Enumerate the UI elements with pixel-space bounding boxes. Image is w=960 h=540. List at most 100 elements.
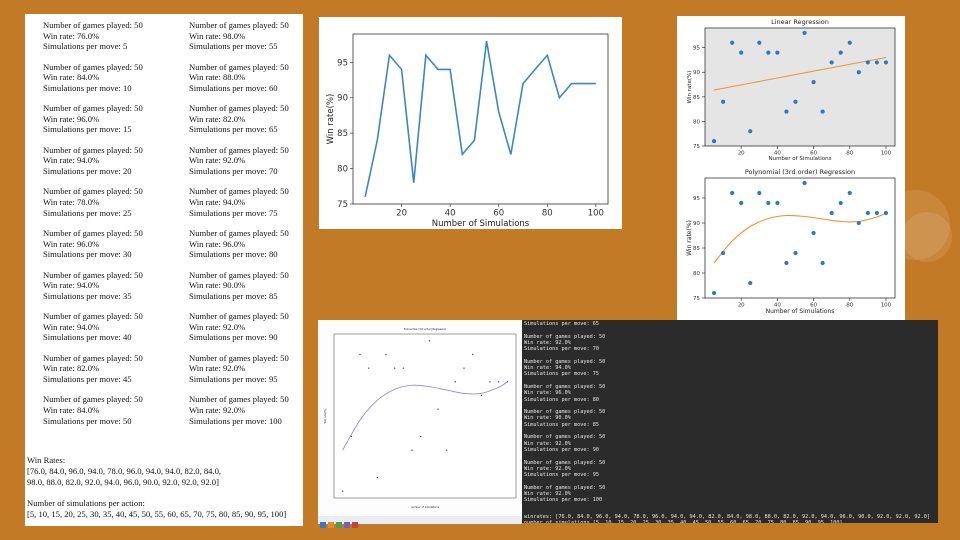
win-rates-line-1: [76.0, 84.0, 96.0, 94.0, 78.0, 96.0, 94.… — [27, 465, 222, 476]
x-axis-label: number of simulations — [411, 505, 440, 509]
result-entry: Number of games played: 50 Win rate: 94.0… — [175, 186, 305, 228]
regression-curve — [342, 381, 508, 451]
line-chart: 20 40 60 80 100 75 80 85 90 95 Number of Simulatio… — [326, 33, 609, 229]
simulations-text: Simulations per move: 90 — [189, 332, 278, 343]
y-tick-label: 75 — [693, 144, 700, 150]
result-entry: Number of games played: 50 Win rate: 96.0… — [175, 228, 305, 270]
simulations-text: Simulations per move: 20 — [43, 165, 132, 176]
simulations-text: Simulations per move: 45 — [43, 373, 132, 384]
win-rate-text: Win rate: 96.0% — [189, 238, 246, 249]
simulations-text: Simulations per move: 50 — [43, 415, 132, 426]
result-entry: Number of games played: 50 Win rate: 92.0… — [175, 394, 305, 436]
terminal-line: Number of games played: 50 — [524, 434, 606, 441]
taskbar-icons — [320, 522, 358, 528]
data-point — [445, 449, 448, 451]
data-point — [865, 210, 870, 216]
x-tick-label: 80 — [846, 303, 853, 309]
terminal-simulations-line: number of simulations [5, 10, 15, 20, 25… — [524, 520, 938, 523]
data-point — [793, 99, 798, 104]
y-axis-label: Win rate(%) — [686, 220, 693, 256]
regression-curve — [713, 57, 887, 91]
linear-regression-panel: Linear Regression 20 40 60 80 100 75 80 85 90 95 Nu… — [677, 16, 905, 164]
data-point — [748, 129, 753, 134]
x-axis-label: Number of Simulations — [432, 219, 530, 229]
data-point — [419, 435, 422, 438]
data-point — [865, 60, 870, 65]
plot-area — [704, 27, 896, 147]
win-rate-text: Win rate: 84.0% — [43, 404, 100, 415]
x-tick-label: 60 — [493, 209, 504, 219]
data-point — [367, 367, 370, 369]
data-point — [757, 40, 762, 45]
data-point — [811, 230, 816, 236]
x-tick-label: 20 — [738, 151, 745, 157]
result-entry: Number of games played: 50 Win rate: 92.0… — [175, 145, 305, 187]
games-played-text: Number of games played: 50 — [43, 311, 143, 322]
plot-window-chart: Polynomial (3rd order) Regression number … — [323, 327, 517, 509]
data-point — [784, 260, 789, 266]
data-point — [811, 79, 816, 85]
win-rate-text: Win rate: 78.0% — [43, 196, 100, 207]
data-point — [802, 180, 807, 186]
games-played-text: Number of games played: 50 — [189, 227, 289, 238]
data-point — [739, 200, 744, 206]
terminal-line: Number of games played: 50 — [524, 409, 606, 416]
terminal-line: Simulations per move: 65 — [524, 321, 599, 327]
result-entry: Number of games played: 50 Win rate: 92.0… — [175, 353, 305, 395]
x-tick-label: 80 — [542, 209, 553, 219]
games-played-text: Number of games played: 50 — [189, 352, 289, 363]
data-point — [454, 381, 457, 383]
data-point — [711, 138, 717, 144]
result-entry: Number of games played: 50 Win rate: 94.0… — [29, 311, 175, 353]
y-tick-label: 85 — [693, 246, 700, 252]
data-point — [874, 210, 880, 216]
simulations-text: Simulations per move: 10 — [43, 82, 132, 93]
data-point — [775, 200, 780, 206]
data-point — [471, 353, 474, 356]
games-played-text: Number of games played: 50 — [43, 352, 143, 363]
chart-title: Polynomial (3rd order) Regression — [404, 327, 447, 331]
data-point — [711, 290, 717, 296]
y-tick-label: 90 — [337, 94, 348, 104]
simulations-text: Simulations per move: 40 — [43, 332, 132, 343]
x-tick-label: 40 — [445, 209, 456, 219]
result-entry: Number of games played: 50 Win rate: 78.0… — [29, 186, 175, 228]
data-point — [748, 280, 753, 286]
data-point — [341, 490, 344, 492]
terminal-winrates-line: winrates: [76.0, 84.0, 96.0, 94.0, 78.0,… — [524, 513, 931, 520]
data-point — [428, 340, 431, 342]
games-played-text: Number of games played: 50 — [189, 269, 289, 280]
data-point — [411, 449, 413, 451]
terminal-line: Win rate: 92.0% — [524, 339, 571, 346]
data-point — [883, 60, 889, 65]
plot-area — [704, 177, 896, 299]
win-rate-text: Win rate: 92.0% — [189, 155, 246, 166]
simulations-list: [5, 10, 15, 20, 25, 30, 35, 40, 45, 50, … — [27, 509, 287, 520]
simulations-text: Simulations per move: 100 — [189, 415, 282, 426]
data-point — [730, 190, 735, 196]
games-played-text: Number of games played: 50 — [43, 144, 143, 155]
data-point — [463, 367, 465, 369]
win-rates-line-2: 98.0, 88.0, 82.0, 92.0, 94.0, 96.0, 90.0… — [27, 476, 219, 487]
simulations-text: Simulations per move: 85 — [189, 290, 278, 301]
terminal-line: Win rate: 90.0% — [524, 415, 571, 422]
win-rate-text: Win rate: 96.0% — [43, 113, 100, 124]
terminal-line: Win rate: 92.0% — [524, 491, 571, 498]
win-rate-text: Win rate: 90.0% — [189, 280, 246, 291]
y-axis-label: Win rate(%) — [326, 94, 336, 145]
result-entry: Number of games played: 50 Win rate: 82.0… — [175, 103, 305, 145]
plot-window-screenshot: Polynomial (3rd order) Regression number … — [318, 320, 522, 524]
data-point — [838, 50, 843, 55]
result-entry: Number of games played: 50 Win rate: 82.0… — [29, 353, 175, 395]
result-entry: Number of games played: 50 Win rate: 96.0… — [29, 103, 175, 145]
games-played-text: Number of games played: 50 — [43, 394, 143, 405]
data-point — [757, 190, 762, 196]
results-grid: Number of games played: 50 Win rate: 76.0… — [29, 20, 299, 436]
result-entry: Number of games played: 50 Win rate: 90.0… — [175, 270, 305, 312]
simulations-text: Simulations per move: 95 — [189, 373, 278, 384]
taskbar — [318, 516, 522, 528]
games-played-text: Number of games played: 50 — [189, 61, 289, 72]
x-tick-label: 60 — [810, 303, 817, 309]
data-point — [720, 250, 726, 256]
data-point — [497, 381, 500, 383]
